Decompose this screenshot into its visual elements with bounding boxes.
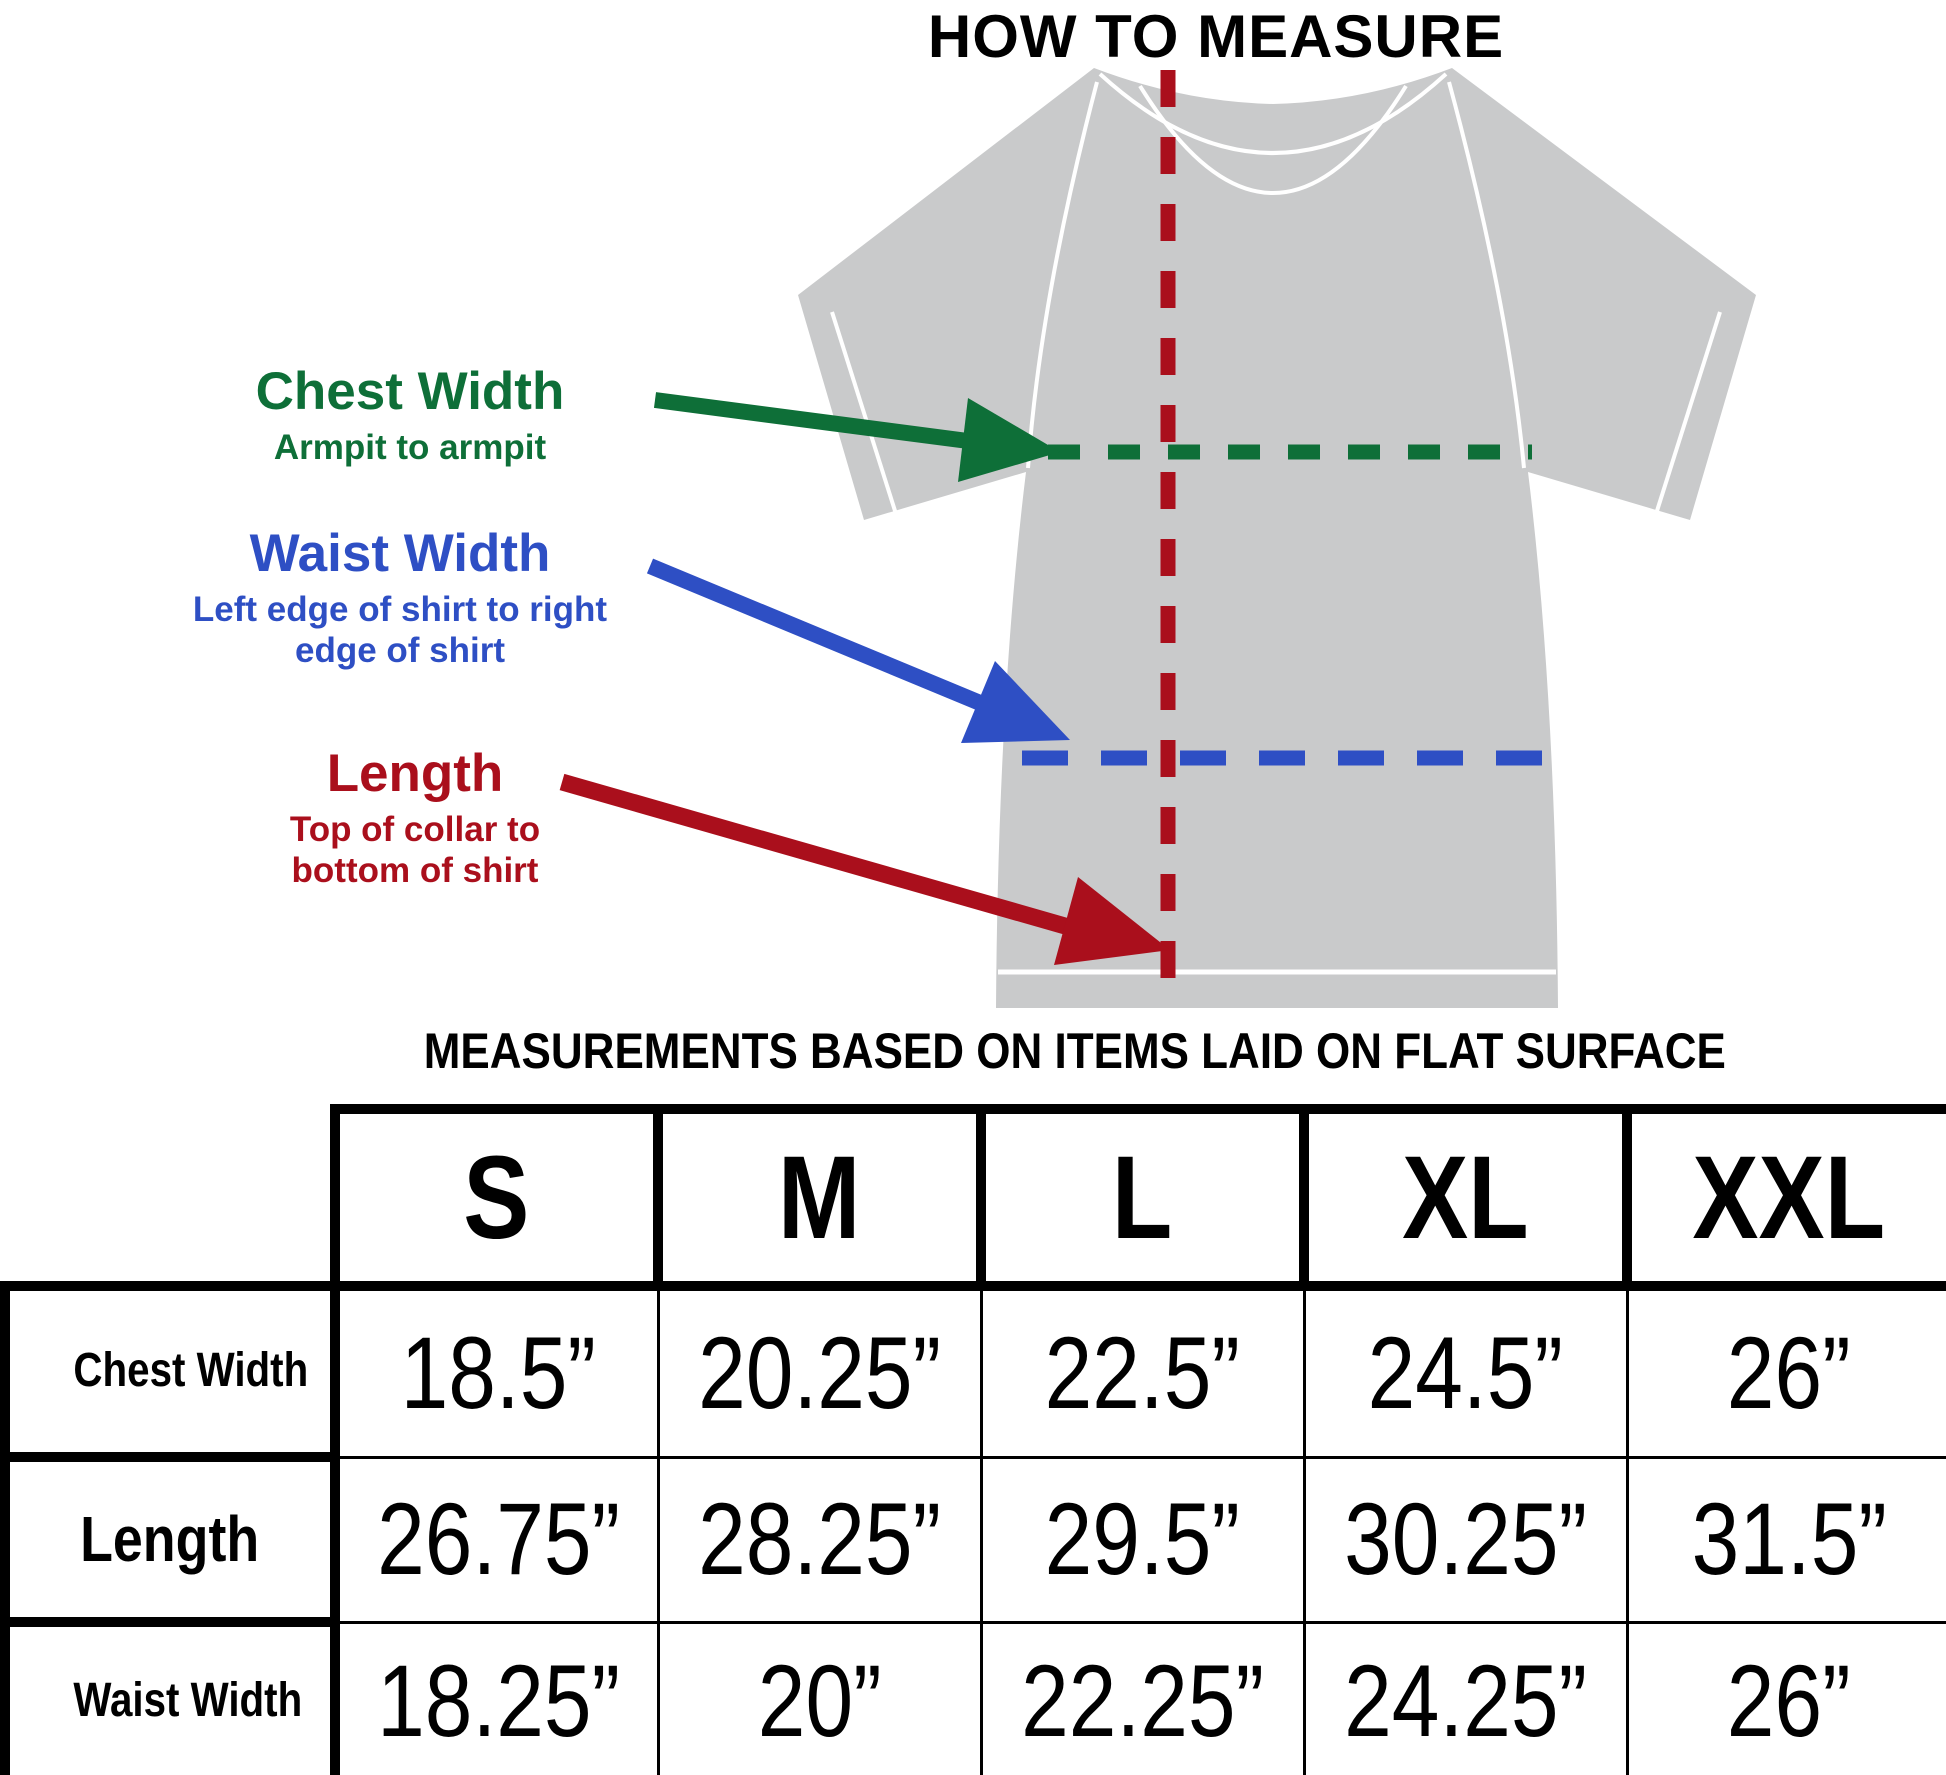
column-header-s: S — [330, 1104, 663, 1291]
value-chest-s: 18.5” — [333, 1284, 660, 1459]
value-waist-m: 20” — [656, 1620, 983, 1775]
value-chest-xxl: 26” — [1625, 1284, 1946, 1459]
collar-outer-seam — [1098, 72, 1448, 155]
column-header-xl: XL — [1299, 1104, 1632, 1291]
value-waist-s: 18.25” — [333, 1620, 660, 1775]
length-arrow — [559, 773, 1170, 965]
chest-arrow — [653, 392, 1060, 482]
value-chest-xl: 24.5” — [1302, 1284, 1629, 1459]
chest-width-description: Armpit to armpit — [273, 427, 547, 467]
table-header-row: S M L XL XXL — [5, 1104, 1946, 1291]
tshirt-illustration — [798, 68, 1756, 1008]
right-sleeve-seam — [1447, 81, 1526, 469]
value-length-m: 28.25” — [656, 1455, 983, 1624]
waist-arrow — [646, 558, 1070, 743]
row-label-chest-width: Chest Width — [0, 1281, 340, 1462]
table-row-waist-width: Waist Width 18.25” 20” 22.25” 24.25” 26” — [0, 1617, 1946, 1775]
value-length-xl: 30.25” — [1302, 1455, 1629, 1624]
column-header-l: L — [976, 1104, 1309, 1291]
row-label-length: Length — [0, 1452, 340, 1627]
value-chest-l: 22.5” — [979, 1284, 1306, 1459]
length-annotation: Length Top of collar to bottom of shirt — [205, 744, 625, 892]
value-waist-xxl: 26” — [1625, 1620, 1946, 1775]
left-sleeve-seam — [1026, 81, 1099, 469]
chest-width-label: Chest Width — [255, 362, 565, 421]
table-row-length: Length 26.75” 28.25” 29.5” 30.25” 31.5” — [0, 1452, 1946, 1627]
column-header-m: M — [653, 1104, 986, 1291]
row-label-waist-width: Waist Width — [0, 1617, 340, 1775]
waist-width-label: Waist Width — [249, 524, 551, 583]
value-length-xxl: 31.5” — [1625, 1455, 1946, 1624]
waist-width-description: Left edge of shirt to right edge of shir… — [192, 589, 608, 671]
table-caption: MEASUREMENTS BASED ON ITEMS LAID ON FLAT… — [423, 1023, 1727, 1079]
value-chest-m: 20.25” — [656, 1284, 983, 1459]
value-waist-xl: 24.25” — [1302, 1620, 1629, 1775]
length-description: Top of collar to bottom of shirt — [289, 809, 541, 891]
left-sleeve-hem — [830, 311, 898, 515]
value-waist-l: 22.25” — [979, 1620, 1306, 1775]
length-label: Length — [326, 744, 504, 803]
table-corner-cell — [5, 1109, 335, 1286]
size-table: S M L XL XXL Chest Width 18.5” 20.25” 22… — [0, 1104, 1946, 1775]
page-title: HOW TO MEASURE — [927, 3, 1505, 70]
value-length-s: 26.75” — [333, 1455, 660, 1624]
tshirt-body — [798, 68, 1756, 1008]
collar-inner-seam — [1138, 84, 1408, 195]
value-length-l: 29.5” — [979, 1455, 1306, 1624]
waist-width-annotation: Waist Width Left edge of shirt to right … — [155, 524, 645, 672]
right-sleeve-hem — [1654, 311, 1722, 515]
column-header-xxl: XXL — [1622, 1104, 1946, 1291]
table-row-chest-width: Chest Width 18.5” 20.25” 22.5” 24.5” 26” — [0, 1281, 1946, 1462]
chest-width-annotation: Chest Width Armpit to armpit — [175, 362, 645, 468]
